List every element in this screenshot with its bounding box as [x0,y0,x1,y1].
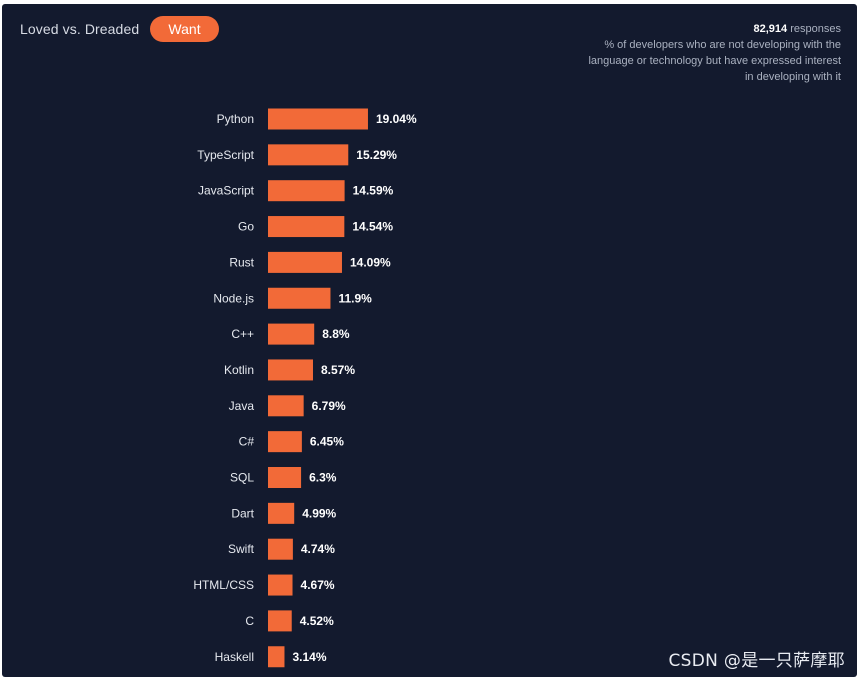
bar[interactable] [268,574,293,596]
bar[interactable] [268,538,293,560]
bar[interactable] [268,467,302,488]
category-label: Java [229,399,255,413]
value-label: 3.14% [292,650,326,664]
value-label: 14.09% [350,255,391,269]
value-label: 8.57% [321,363,355,377]
category-label: Swift [228,542,255,556]
value-label: 19.04% [376,112,417,126]
category-label: TypeScript [197,148,254,162]
bar[interactable] [268,216,345,238]
category-label: Haskell [215,650,254,664]
category-label: Go [238,220,254,234]
bar[interactable] [268,180,345,202]
chart-panel: Loved vs. Dreaded Want 82,914 responses … [2,4,857,677]
want-tab-button[interactable]: Want [150,16,219,42]
value-label: 4.52% [300,614,334,628]
watermark-text: CSDN @是一只萨摩耶 [668,651,845,671]
bar[interactable] [268,395,304,417]
category-label: JavaScript [198,184,255,198]
category-label: Dart [231,506,254,520]
value-label: 11.9% [338,291,372,305]
response-word: responses [790,23,841,35]
category-label: Rust [229,255,254,269]
value-label: 14.54% [352,220,393,234]
category-label: C++ [231,327,254,341]
value-label: 4.67% [301,578,335,592]
value-label: 6.3% [309,471,337,485]
category-label: Node.js [213,291,254,305]
category-label: Kotlin [224,363,254,377]
value-label: 15.29% [356,148,397,162]
bar[interactable] [268,359,313,381]
value-label: 4.74% [301,542,335,556]
bar[interactable] [268,144,349,166]
value-label: 8.8% [322,327,350,341]
bar[interactable] [268,323,315,345]
response-count: 82,914 [753,23,788,35]
category-label: C# [239,435,255,449]
bar[interactable] [268,431,302,453]
value-label: 4.99% [302,506,336,520]
response-info: 82,914 responses % of developers who are… [581,21,841,85]
value-label: 6.79% [312,399,346,413]
bar[interactable] [268,610,292,632]
bar[interactable] [268,108,368,130]
bar[interactable] [268,287,331,309]
category-label: HTML/CSS [193,578,254,592]
bar[interactable] [268,646,285,668]
bar[interactable] [268,502,295,524]
loved-vs-dreaded-toggle[interactable]: Loved vs. Dreaded [20,21,140,37]
bar-chart: Python 19.04% TypeScript 15.29% JavaScript 14… [193,108,417,668]
value-label: 14.59% [353,184,394,198]
chart-description: % of developers who are not developing w… [588,39,841,83]
category-label: C [245,614,254,628]
response-count-line: 82,914 responses [581,21,841,37]
bar[interactable] [268,251,342,273]
category-label: Python [217,112,254,126]
value-label: 6.45% [310,435,344,449]
category-label: SQL [230,471,254,485]
